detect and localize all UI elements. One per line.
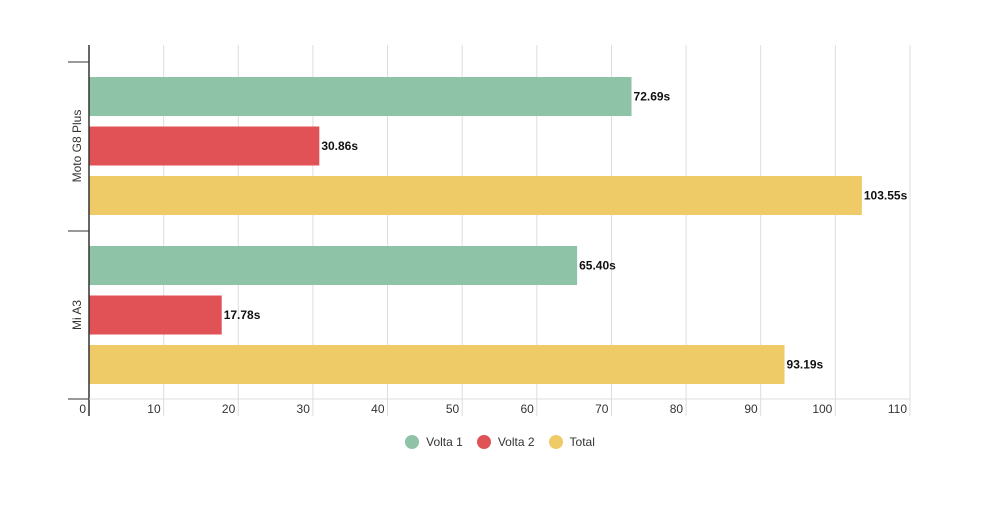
x-tick-label: 90: [744, 402, 758, 416]
x-tick-label: 50: [446, 402, 460, 416]
bar: [89, 176, 862, 215]
x-tick-label: 70: [595, 402, 609, 416]
legend-label: Volta 2: [497, 435, 535, 449]
x-tick-label: 60: [520, 402, 534, 416]
bars: [89, 77, 862, 384]
bar: [89, 246, 578, 285]
x-tick-label: 80: [670, 402, 684, 416]
data-label: 17.78s: [224, 308, 261, 322]
bar: [89, 295, 222, 335]
data-label: 65.40s: [579, 259, 616, 273]
x-tick-label: 10: [147, 402, 161, 416]
x-tick-label: 110: [888, 402, 907, 416]
data-label: 30.86s: [321, 139, 358, 153]
x-tick-label: 20: [222, 402, 236, 416]
bar: [89, 126, 320, 166]
legend-label: Volta 1: [426, 435, 463, 449]
bar-chart: 0 10 20 30 40 50 60 70 80 90 100 110 72.69s 30.86s 103…: [68, 45, 911, 417]
data-label: 72.69s: [634, 90, 671, 104]
x-tick-label: 0: [79, 402, 86, 416]
legend-swatch: [548, 435, 563, 449]
data-label: 103.55s: [864, 189, 908, 203]
legend-item: Total: [548, 435, 595, 449]
x-tick-label: 40: [371, 402, 385, 416]
category-label: Moto G8 Plus: [70, 110, 84, 183]
legend-item: Volta 1: [405, 435, 463, 449]
legend-swatch: [405, 435, 420, 449]
legend: Volta 1 Volta 2 Total: [0, 435, 1000, 449]
x-tick-label: 30: [297, 402, 311, 416]
category-label: Mi A3: [70, 300, 84, 330]
legend-swatch: [476, 435, 491, 449]
data-label: 93.19s: [787, 358, 824, 372]
legend-label: Total: [569, 435, 595, 449]
legend-item: Volta 2: [476, 435, 535, 449]
labels: 0 10 20 30 40 50 60 70 80 90 100 110 72.69s 30.86s 103…: [70, 90, 908, 417]
bar: [89, 77, 632, 116]
x-tick-label: 100: [812, 402, 832, 416]
axes: [68, 45, 910, 416]
bar: [89, 345, 785, 384]
